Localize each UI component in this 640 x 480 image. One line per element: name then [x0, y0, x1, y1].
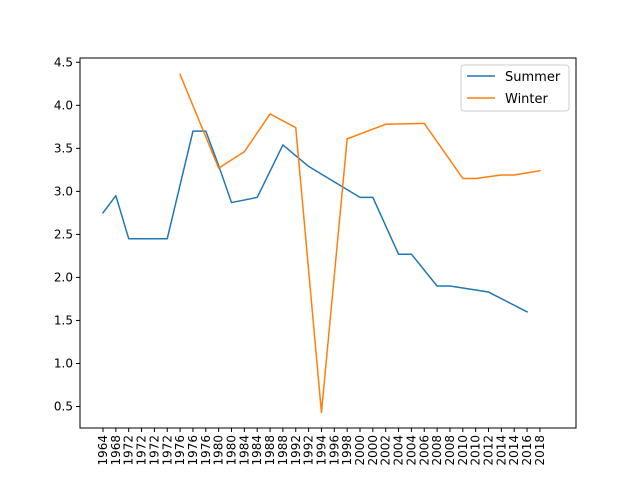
- y-tick-label: 3.5: [54, 141, 73, 155]
- y-tick-label: 4.0: [54, 98, 73, 112]
- x-tick-label: 2010: [469, 435, 483, 466]
- y-tick-label: 1.5: [54, 313, 73, 327]
- y-tick-label: 0.5: [54, 399, 73, 413]
- x-tick-label: 1984: [250, 435, 264, 466]
- x-tick-label: 1964: [96, 435, 110, 466]
- x-tick-label: 1972: [135, 435, 149, 466]
- x-tick-label: 2004: [404, 435, 418, 466]
- series-line-winter: [179, 73, 541, 414]
- x-tick-label: 2000: [366, 435, 380, 466]
- y-tick-label: 3.0: [54, 184, 73, 198]
- x-tick-label: 2002: [379, 435, 393, 466]
- x-tick-label: 1972: [160, 435, 174, 466]
- legend-label-winter: Winter: [505, 92, 549, 107]
- x-tick-label: 1998: [340, 435, 354, 466]
- legend: Summer Winter: [460, 64, 570, 112]
- x-tick-label: 1968: [109, 435, 123, 466]
- x-tick-label: 1972: [122, 435, 136, 466]
- legend-label-summer: Summer: [505, 70, 561, 85]
- series-layer: [101, 73, 541, 414]
- plot-frame: [79, 57, 577, 429]
- x-tick-label: 2018: [533, 435, 547, 466]
- x-tick-label: 1972: [147, 435, 161, 466]
- x-tick-label: 2016: [520, 435, 534, 466]
- x-tick-label: 2000: [353, 435, 367, 466]
- y-tick-label: 1.0: [54, 356, 73, 370]
- y-axis: 0.5 1.0 1.5 2.0 2.5 3.0 3.5 4.0 4.5: [54, 55, 80, 413]
- x-tick-label: 1988: [276, 435, 290, 466]
- x-tick-label: 2014: [507, 435, 521, 466]
- x-tick-label: 2008: [443, 435, 457, 466]
- x-tick-label: 1976: [173, 435, 187, 466]
- x-axis: 1964196819721972197219721976197619761980…: [96, 428, 547, 466]
- y-tick-label: 2.5: [54, 227, 73, 241]
- x-tick-label: 2008: [430, 435, 444, 466]
- x-tick-label: 1996: [327, 435, 341, 466]
- y-tick-label: 4.5: [54, 55, 73, 69]
- x-tick-label: 1994: [314, 435, 328, 466]
- x-tick-label: 1980: [212, 435, 226, 466]
- x-tick-label: 2012: [482, 435, 496, 466]
- x-tick-label: 2006: [417, 435, 431, 466]
- x-tick-label: 2010: [456, 435, 470, 466]
- x-tick-label: 1992: [302, 435, 316, 466]
- x-tick-label: 1980: [225, 435, 239, 466]
- x-tick-label: 2014: [494, 435, 508, 466]
- x-tick-label: 1976: [186, 435, 200, 466]
- x-tick-label: 1984: [237, 435, 251, 466]
- y-tick-label: 2.0: [54, 270, 73, 284]
- series-line-summer: [101, 130, 529, 313]
- x-tick-label: 1992: [289, 435, 303, 466]
- x-tick-label: 1976: [199, 435, 213, 466]
- x-tick-label: 1988: [263, 435, 277, 466]
- x-tick-label: 2004: [392, 435, 406, 466]
